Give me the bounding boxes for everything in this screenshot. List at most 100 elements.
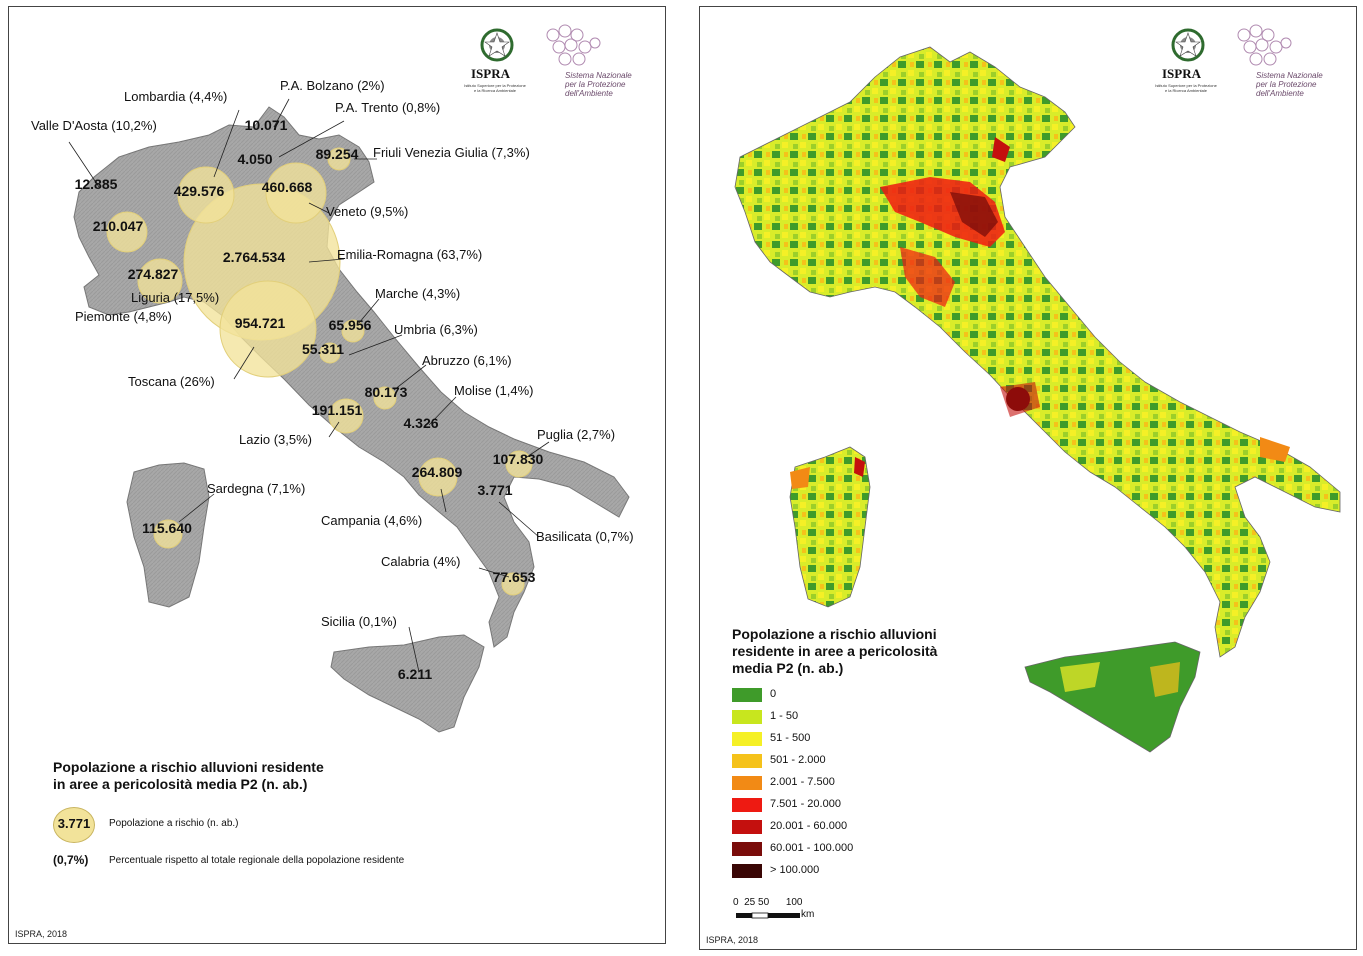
legend-color-swatch xyxy=(732,776,762,790)
region-value: 4.050 xyxy=(237,151,273,167)
bubble-friuli xyxy=(327,147,351,171)
italy-bubble-map xyxy=(68,98,630,733)
region-value: 2.764.534 xyxy=(222,249,286,265)
snpa-logo-text: Sistema Nazionale per la Protezione dell'A… xyxy=(565,71,632,98)
legend-percent-desc: Percentuale rispetto al totale regionale… xyxy=(109,855,405,866)
region-label: Sardegna (7,1%) xyxy=(207,481,306,496)
leader-lines xyxy=(68,98,550,673)
bubble-layer xyxy=(106,147,533,596)
snpa-logo-icon xyxy=(541,23,611,73)
bubble-veneto xyxy=(265,162,327,224)
region-value: 10.071 xyxy=(244,117,288,133)
region-label: Emilia-Romagna (63,7%) xyxy=(337,247,483,262)
region-label: Calabria (4%) xyxy=(381,554,461,569)
bubble-marche xyxy=(341,319,365,343)
region-value: 107.830 xyxy=(492,451,544,467)
region-label: P.A. Bolzano (2%) xyxy=(280,78,385,93)
region-value: 12.885 xyxy=(74,176,118,192)
legend-class-label: 501 - 2.000 xyxy=(770,754,826,766)
region-value: 55.311 xyxy=(301,341,345,357)
legend-class-label: 60.001 - 100.000 xyxy=(770,842,854,854)
region-label: Molise (1,4%) xyxy=(454,383,534,398)
region-label: Liguria (17,5%) xyxy=(131,290,220,305)
bubble-umbria xyxy=(319,342,341,364)
region-value: 80.173 xyxy=(364,384,408,400)
legend-color-swatch xyxy=(732,754,762,768)
region-label: Veneto (9,5%) xyxy=(326,204,409,219)
ispra-logo-text: ISPRA xyxy=(471,66,511,81)
legend-class-label: 2.001 - 7.500 xyxy=(770,776,835,788)
legend-class-label: 20.001 - 60.000 xyxy=(770,820,848,832)
choropleth-map-panel: ISPRA Istituto Superiore per la Protezio… xyxy=(699,6,1357,950)
legend-title-line3: media P2 (n. ab.) xyxy=(732,660,844,676)
region-value: 264.809 xyxy=(411,464,463,480)
region-value: 191.151 xyxy=(311,402,363,418)
region-label: Friuli Venezia Giulia (7,3%) xyxy=(373,145,530,160)
legend-color-swatch xyxy=(732,798,762,812)
legend-class-label: 51 - 500 xyxy=(770,732,811,744)
region-label: Toscana (26%) xyxy=(128,374,215,389)
source-credit: ISPRA, 2018 xyxy=(706,935,759,945)
region-value: 115.640 xyxy=(142,520,192,536)
region-label: Marche (4,3%) xyxy=(375,286,461,301)
legend-title-line1: Popolazione a rischio alluvioni xyxy=(732,626,937,642)
legend-percent-sample: (0,7%) xyxy=(53,853,89,867)
emblem-icon xyxy=(1168,25,1208,65)
legend-title-line2: in aree a pericolosità media P2 (n. ab.) xyxy=(53,776,308,792)
region-value: 77.653 xyxy=(492,569,536,585)
legend-color-swatch xyxy=(732,732,762,746)
region-label: Campania (4,6%) xyxy=(321,513,423,528)
region-value: 210.047 xyxy=(92,218,144,234)
legend-class-label: 7.501 - 20.000 xyxy=(770,798,841,810)
region-label: Basilicata (0,7%) xyxy=(536,529,634,544)
region-value: 429.576 xyxy=(173,183,225,199)
high-risk-zones xyxy=(880,137,1290,462)
legend-color-swatch xyxy=(732,864,762,878)
italy-choropleth-map xyxy=(734,46,1341,919)
bubble-abruzzo xyxy=(373,386,397,410)
bubble-piemonte xyxy=(106,211,148,253)
region-label: P.A. Trento (0,8%) xyxy=(335,100,441,115)
sicily-shape xyxy=(330,634,485,733)
region-label: Piemonte (4,8%) xyxy=(75,309,172,324)
legend-class-label: 1 - 50 xyxy=(770,710,799,722)
ispra-logo-subtitle: Istituto Superiore per la Protezione e la… xyxy=(1155,83,1217,93)
ispra-logo-text: ISPRA xyxy=(1162,66,1202,81)
source-credit: ISPRA, 2018 xyxy=(15,929,68,939)
snpa-logo-icon xyxy=(1232,23,1302,73)
region-label: Sicilia (0,1%) xyxy=(321,614,397,629)
bubble-calabria xyxy=(501,572,525,596)
ispra-logo-subtitle: Istituto Superiore per la Protezione e la… xyxy=(464,83,526,93)
bubble-sardegna xyxy=(153,519,183,549)
region-value: 274.827 xyxy=(127,266,179,282)
legend-bubble-desc: Popolazione a rischio (n. ab.) xyxy=(109,818,239,829)
bubble-campania xyxy=(418,457,458,497)
legend-bubble-sample xyxy=(53,807,95,843)
legend-title-line2: residente in aree a pericolosità xyxy=(732,643,938,659)
region-value: 89.254 xyxy=(315,146,359,162)
region-value: 460.668 xyxy=(261,179,313,195)
snpa-logo-text: Sistema Nazionale per la Protezione dell'A… xyxy=(1256,71,1323,98)
sardinia-shape xyxy=(789,446,871,608)
region-value: 4.326 xyxy=(403,415,439,431)
region-value: 6.211 xyxy=(397,666,433,682)
bubble-map-panel: ISPRA Istituto Superiore per la Protezio… xyxy=(8,6,666,944)
region-label: Puglia (2,7%) xyxy=(537,427,616,442)
legend-title-line1: Popolazione a rischio alluvioni resident… xyxy=(53,759,324,775)
legend-color-swatch xyxy=(732,842,762,856)
region-value: 3.771 xyxy=(477,482,513,498)
sicily-shape xyxy=(1024,641,1201,753)
region-label: Umbria (6,3%) xyxy=(394,322,478,337)
legend-class-label: 0 xyxy=(770,688,777,700)
region-label: Lazio (3,5%) xyxy=(239,432,312,447)
legend-color-swatch xyxy=(732,820,762,834)
region-label: Valle D'Aosta (10,2%) xyxy=(31,118,157,133)
region-label: Lombardia (4,4%) xyxy=(124,89,228,104)
scale-bar-graphic xyxy=(736,912,800,919)
mainland-shape xyxy=(734,46,1341,658)
region-value: 65.956 xyxy=(328,317,372,333)
bubble-toscana xyxy=(219,280,317,378)
scale-bar-ticks: 0 25 50 100 xyxy=(733,897,803,908)
legend-class-label: > 100.000 xyxy=(770,864,820,876)
bubble-lombardia xyxy=(177,166,235,224)
